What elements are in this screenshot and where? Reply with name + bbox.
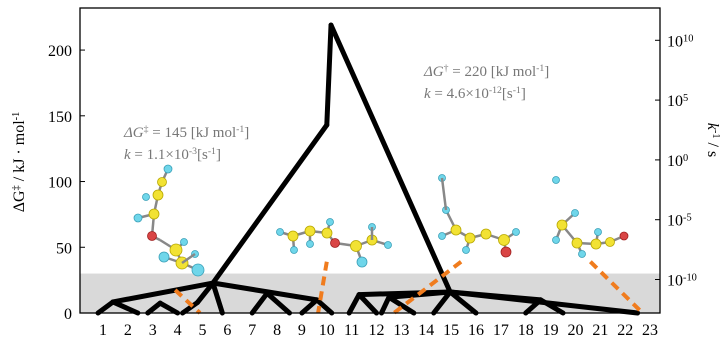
text-run: ΔG [11, 190, 28, 212]
y2-tick-label: 100 [667, 152, 688, 170]
text-run: [s [502, 86, 513, 102]
x-tick-label: 9 [298, 322, 306, 339]
branch [327, 25, 331, 125]
text-run: ] [244, 125, 249, 141]
text-run: [s [197, 147, 208, 163]
x-tick-label: 7 [248, 322, 256, 339]
y-tick-label: 150 [48, 109, 72, 126]
tick-base: 10 [667, 273, 683, 290]
tick-base: 10 [667, 33, 683, 50]
x-tick-label: 14 [418, 322, 434, 339]
x-tick-label: 22 [617, 322, 633, 339]
x-tick-label: 13 [393, 322, 409, 339]
y2-tick-label: 10-5 [667, 212, 692, 230]
y-tick-label: 200 [48, 43, 72, 60]
x-tick-label: 1 [99, 322, 107, 339]
tick-base: 10 [667, 153, 683, 170]
text-run: -1 [536, 63, 544, 74]
tick-exponent: 5 [683, 93, 688, 104]
x-tick-label: 16 [468, 322, 484, 339]
tick-exponent: -5 [683, 212, 692, 223]
molecule-3 [439, 175, 520, 258]
text-run: ΔG [423, 64, 444, 80]
x-tick-label: 8 [273, 322, 281, 339]
tick-base: 10 [667, 93, 683, 110]
x-tick-label: 3 [149, 322, 157, 339]
molecule-2 [277, 219, 392, 268]
text-run: -12 [489, 85, 502, 96]
x-tick-label: 23 [642, 322, 658, 339]
x-tick-label: 17 [493, 322, 509, 339]
x-tick-label: 2 [124, 322, 132, 339]
branch [213, 125, 327, 283]
text-run: ΔG [123, 125, 144, 141]
text-run: -1 [11, 112, 22, 121]
text-run: -1 [208, 146, 216, 157]
text-run: ] [521, 86, 526, 102]
tick-exponent: 0 [683, 152, 688, 163]
text-run: -1 [513, 85, 521, 96]
text-run: = 220 [kJ mol [449, 64, 537, 80]
molecule-4 [553, 177, 629, 258]
x-tick-label: 21 [592, 322, 608, 339]
y2-axis-label: k-1 / s [704, 123, 722, 157]
annotation: k = 1.1×10-3[s-1] [124, 146, 221, 164]
x-tick-label: 5 [198, 322, 206, 339]
text-run: / s [704, 139, 721, 158]
x-tick-label: 19 [543, 322, 559, 339]
x-tick-label: 6 [223, 322, 231, 339]
x-tick-label: 4 [174, 322, 182, 339]
annotation: ΔG‡ = 145 [kJ mol-1] [123, 124, 249, 142]
text-run: = 145 [kJ mol [149, 125, 237, 141]
y2-tick-label: 1010 [667, 33, 693, 51]
y2-tick-label: 105 [667, 93, 688, 111]
text-run: ] [544, 64, 549, 80]
chart: 05010015020010-1010-51001051010123456789… [0, 0, 723, 344]
tick-exponent: 10 [683, 33, 693, 44]
tick-base: 10 [667, 213, 683, 230]
x-tick-label: 20 [567, 322, 583, 339]
y-tick-label: 0 [64, 306, 72, 323]
x-tick-label: 18 [518, 322, 534, 339]
y-tick-label: 100 [48, 175, 72, 192]
molecule-1 [134, 165, 204, 276]
y-axis-label: ΔG‡ / kJ · mol-1 [11, 112, 29, 213]
text-run: -1 [711, 130, 722, 139]
text-run: = 4.6×10 [431, 86, 489, 102]
text-run: = 1.1×10 [131, 147, 189, 163]
text-run: -1 [236, 124, 244, 135]
tick-exponent: -10 [683, 272, 697, 283]
text-run: ] [216, 147, 221, 163]
annotation: ΔG† = 220 [kJ mol-1] [423, 63, 549, 81]
y-tick-label: 50 [56, 240, 72, 257]
x-tick-label: 11 [344, 322, 359, 339]
y2-tick-label: 10-10 [667, 272, 697, 290]
x-tick-label: 12 [369, 322, 385, 339]
x-tick-label: 15 [443, 322, 459, 339]
text-run: / kJ · mol [11, 120, 28, 185]
x-tick-label: 10 [319, 322, 335, 339]
text-run: -3 [189, 146, 197, 157]
annotation: k = 4.6×10-12[s-1] [424, 85, 526, 103]
